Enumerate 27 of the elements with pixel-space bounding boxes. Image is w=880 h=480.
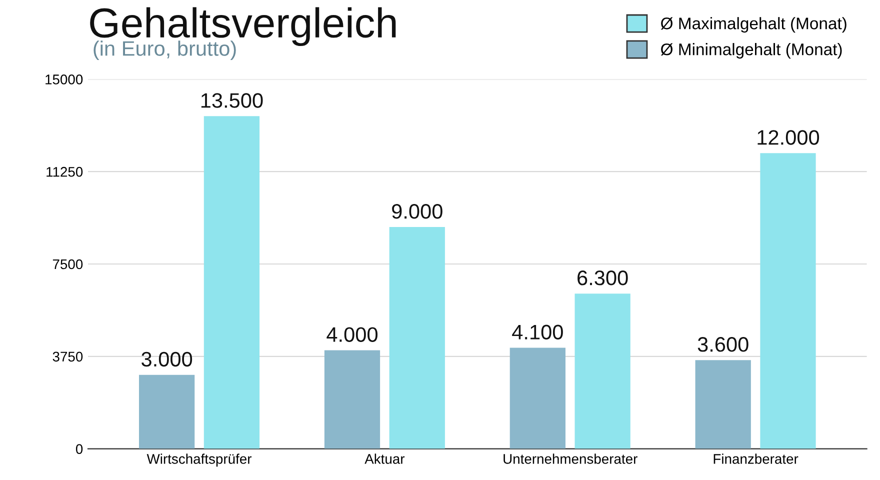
y-tick-label: 3750 xyxy=(52,352,83,362)
bar xyxy=(138,374,195,449)
x-tick-label: Finanzberater xyxy=(714,454,798,464)
bar xyxy=(510,348,566,449)
data-label: 3.600 xyxy=(698,337,748,352)
data-label: 4.000 xyxy=(326,327,378,342)
bar xyxy=(204,116,260,449)
bar xyxy=(389,227,445,449)
y-tick-label: 11250 xyxy=(46,166,83,177)
legend-label: Ø Maximalgehalt (Monat) xyxy=(660,17,846,33)
x-tick-label: Aktuar xyxy=(364,454,405,464)
x-tick-label: Unternehmensberater xyxy=(504,454,638,464)
data-label: 9.000 xyxy=(392,204,442,219)
y-tick-label: 7500 xyxy=(52,259,83,270)
data-label: 4.100 xyxy=(512,324,563,340)
data-label: 6.300 xyxy=(578,270,628,286)
bar xyxy=(760,153,816,449)
data-label: 12.000 xyxy=(758,130,820,145)
data-label: 13.500 xyxy=(201,93,263,108)
bar xyxy=(324,350,380,449)
data-label: 3.000 xyxy=(142,352,192,367)
legend-label: Ø Minimalgehalt (Monat) xyxy=(660,43,842,59)
bar xyxy=(574,294,630,449)
y-tick-label: 0 xyxy=(76,444,83,454)
y-tick-label: 15000 xyxy=(46,74,83,84)
x-tick-label: Wirtschaftsprüfer xyxy=(146,454,252,467)
bar xyxy=(695,360,751,449)
